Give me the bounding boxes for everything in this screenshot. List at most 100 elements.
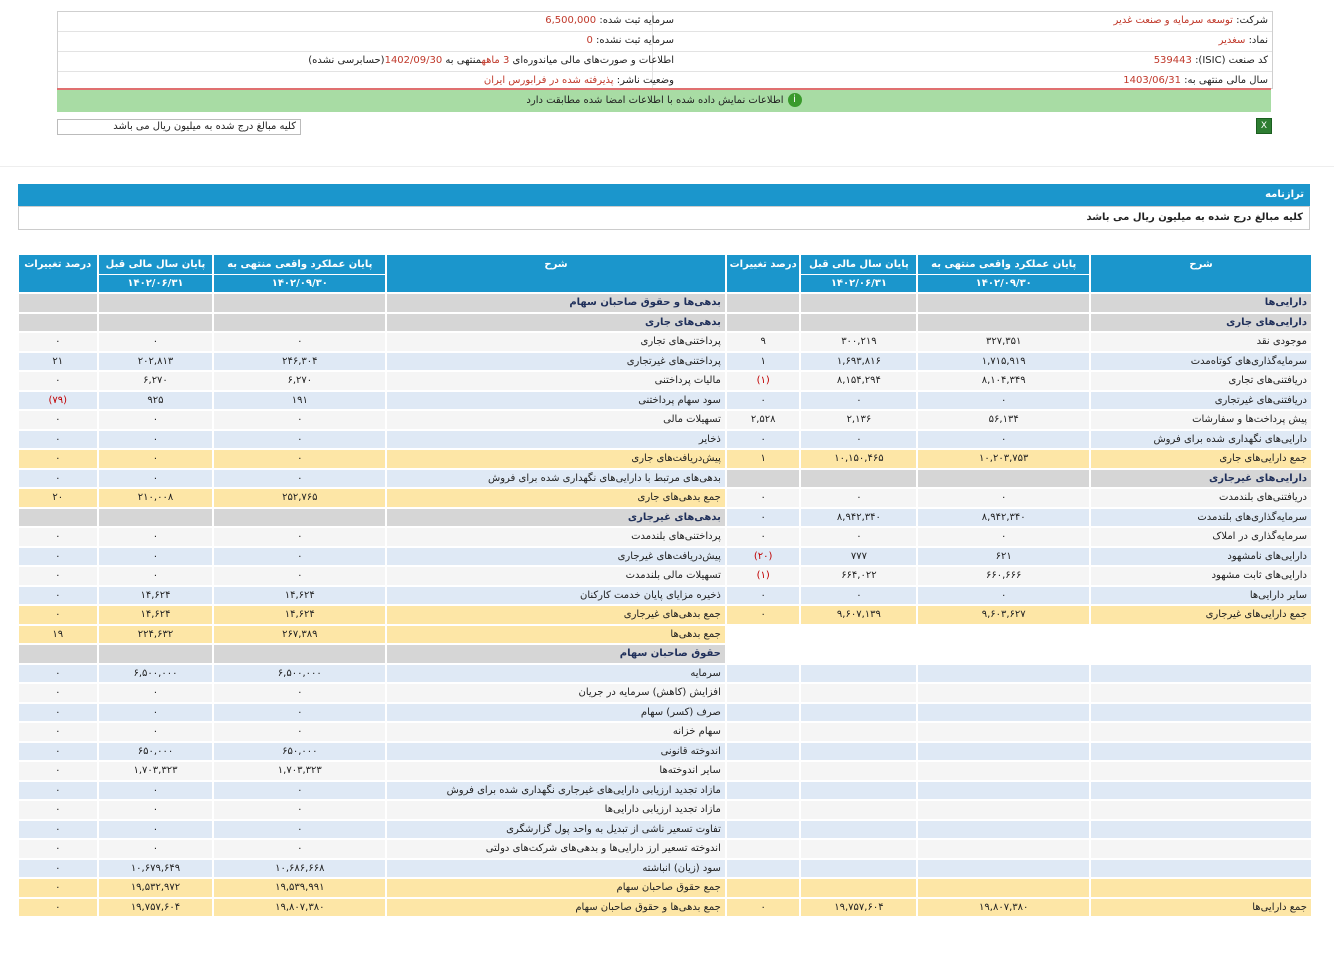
row-label-assets: سرمایه‌گذاری‌های کوتاه‌مدت	[1090, 351, 1312, 371]
row-value-assets: ۱۹,۷۵۷,۶۰۴	[800, 897, 918, 917]
row-value-assets: ۷۷۷	[800, 546, 918, 566]
row-value-liabilities: ۱۰,۶۷۹,۶۴۹	[97, 858, 214, 878]
row-label-assets	[1090, 800, 1312, 820]
row-value-liabilities: ۰	[18, 800, 98, 820]
row-value-assets: ۰	[800, 429, 918, 449]
row-value-assets	[800, 819, 918, 839]
row-value-liabilities: ۰	[97, 819, 214, 839]
row-label-liabilities: سود (زیان) انباشته	[386, 858, 726, 878]
table-row: افزایش (کاهش) سرمایه در جریان ۰ ۰ ۰	[18, 683, 1312, 703]
row-value-assets	[800, 741, 918, 761]
row-value-liabilities	[18, 644, 98, 664]
company-info-box: شرکت: توسعه سرمایه و صنعت غدیر سرمایه ثب…	[57, 11, 1273, 89]
table-row: دارایی‌ها بدهی‌ها و حقوق صاحبان سهام	[18, 293, 1312, 313]
row-value-liabilities: ۰	[18, 605, 98, 625]
table-row: مازاد تجدید ارزیابی دارایی‌ها ۰ ۰ ۰	[18, 800, 1312, 820]
row-value-assets	[917, 858, 1091, 878]
row-value-liabilities: ۲۱۰,۰۰۸	[97, 488, 214, 508]
row-value-liabilities: ۰	[213, 683, 387, 703]
table-row: دارایی‌های ثابت مشهود ۶۶۰,۶۶۶ ۶۶۴,۰۲۲ (۱) تس…	[18, 566, 1312, 586]
row-value-liabilities: ۰	[18, 468, 98, 488]
row-value-assets: ۱	[725, 449, 801, 469]
row-value-liabilities	[97, 312, 214, 332]
header-pct-liabilities: درصد تغییرات	[17, 254, 98, 293]
row-label-liabilities: حقوق صاحبان سهام	[386, 644, 726, 664]
row-value-liabilities: ۱۴,۶۲۴	[213, 585, 387, 605]
row-value-assets	[725, 878, 801, 898]
row-value-liabilities: ۰	[213, 332, 387, 352]
row-value-liabilities: ۰	[213, 839, 387, 859]
row-value-liabilities: ۰	[18, 839, 98, 859]
table-row: دارایی‌های نگهداری شده برای فروش ۰ ۰ ۰ ذخایر…	[18, 429, 1312, 449]
company-link[interactable]: توسعه سرمایه و صنعت غدیر	[1113, 15, 1233, 26]
row-label-liabilities: بدهی‌ها و حقوق صاحبان سهام	[386, 293, 726, 313]
row-value-liabilities	[18, 312, 98, 332]
table-row: سرمایه‌گذاری‌های بلندمدت ۸,۹۴۲,۳۴۰ ۸,۹۴۲,۳…	[18, 507, 1312, 527]
row-value-assets	[800, 780, 918, 800]
header-current-liabilities: پایان عملکرد واقعی منتهی به ۱۴۰۲/۰۹/۳۰	[213, 254, 387, 293]
row-value-liabilities: ۱۴,۶۲۴	[97, 585, 214, 605]
row-value-liabilities: ۱۴,۶۲۴	[213, 605, 387, 625]
table-row: سرمایه‌گذاری‌های کوتاه‌مدت ۱,۷۱۵,۹۱۹ ۱,۶۹۳…	[18, 351, 1312, 371]
row-value-liabilities	[97, 644, 214, 664]
row-label-assets: دریافتنی‌های غیرتجاری	[1090, 390, 1312, 410]
row-label-liabilities: پرداختنی‌های بلندمدت	[386, 527, 726, 547]
table-header: شرح پایان عملکرد واقعی منتهی به ۱۴۰۲/۰۹/۳…	[17, 254, 1312, 293]
row-value-liabilities: ۰	[97, 332, 214, 352]
row-value-liabilities: ۰	[18, 566, 98, 586]
table-row: جمع حقوق صاحبان سهام ۱۹,۵۳۹,۹۹۱ ۱۹,۵۳۲,۹۷۲…	[18, 878, 1312, 898]
row-label-assets	[1090, 761, 1312, 781]
section-separator	[0, 166, 1334, 167]
table-row: دریافتنی‌های تجاری ۸,۱۰۴,۳۴۹ ۸,۱۵۴,۲۹۴ (۱) م…	[18, 371, 1312, 391]
row-value-assets	[725, 683, 801, 703]
row-value-assets	[725, 702, 801, 722]
row-value-liabilities: ۰	[97, 566, 214, 586]
row-value-assets: (۱)	[725, 371, 801, 391]
header-pct-assets: درصد تغییرات	[725, 254, 801, 293]
symbol-link[interactable]: سغدیر	[1218, 35, 1246, 46]
row-value-assets: ۸,۱۰۴,۳۴۹	[917, 371, 1091, 391]
row-value-liabilities: (۷۹)	[18, 390, 98, 410]
row-value-liabilities: ۱۹۱	[213, 390, 387, 410]
header-desc-assets: شرح	[1090, 254, 1312, 293]
row-value-assets	[917, 293, 1091, 313]
row-value-assets: ۱,۷۱۵,۹۱۹	[917, 351, 1091, 371]
row-value-liabilities: ۰	[213, 429, 387, 449]
row-label-liabilities: جمع بدهی‌های جاری	[386, 488, 726, 508]
row-value-liabilities: ۰	[18, 410, 98, 430]
row-value-assets	[917, 839, 1091, 859]
panel-subtitle: کلیه مبالغ درج شده به میلیون ریال می باش…	[18, 206, 1310, 230]
row-value-assets	[917, 761, 1091, 781]
row-label-assets	[1090, 858, 1312, 878]
row-value-liabilities	[213, 507, 387, 527]
row-label-liabilities: مازاد تجدید ارزیابی دارایی‌ها	[386, 800, 726, 820]
row-value-assets: ۱۹,۸۰۷,۳۸۰	[917, 897, 1091, 917]
row-label-assets: سرمایه‌گذاری‌های بلندمدت	[1090, 507, 1312, 527]
row-label-liabilities: جمع بدهی‌ها و حقوق صاحبان سهام	[386, 897, 726, 917]
publisher-status-field: وضعیت ناشر: پذیرفته شده در فرابورس ایران	[483, 75, 674, 86]
row-value-assets: ۳۰۰,۲۱۹	[800, 332, 918, 352]
row-value-assets: ۰	[917, 527, 1091, 547]
row-value-assets: ۸,۹۴۲,۳۴۰	[917, 507, 1091, 527]
row-value-liabilities: ۰	[97, 429, 214, 449]
row-value-assets	[800, 468, 918, 488]
header-prev-assets: پایان سال مالی قبل ۱۴۰۲/۰۶/۳۱	[800, 254, 918, 293]
row-value-assets: ۰	[800, 527, 918, 547]
row-value-liabilities: ۰	[18, 429, 98, 449]
row-value-assets	[917, 468, 1091, 488]
row-value-liabilities: ۲۵۲,۷۶۵	[213, 488, 387, 508]
excel-export-icon[interactable]: X	[1256, 118, 1272, 134]
row-label-assets: سایر دارایی‌ها	[1090, 585, 1312, 605]
row-value-assets: ۰	[725, 605, 801, 625]
table-row: اندوخته تسعیر ارز دارایی‌ها و بدهی‌های ش…	[18, 839, 1312, 859]
row-value-assets	[917, 878, 1091, 898]
row-value-liabilities: ۶,۵۰۰,۰۰۰	[97, 663, 214, 683]
row-value-liabilities: ۲۰	[18, 488, 98, 508]
row-value-liabilities: ۰	[213, 819, 387, 839]
row-value-liabilities: ۰	[97, 683, 214, 703]
row-value-liabilities: ۰	[18, 819, 98, 839]
isic-field: کد صنعت (ISIC): 539443	[1153, 55, 1268, 66]
row-value-assets: ۰	[725, 390, 801, 410]
row-value-assets: ۲,۵۲۸	[725, 410, 801, 430]
row-value-liabilities	[18, 507, 98, 527]
